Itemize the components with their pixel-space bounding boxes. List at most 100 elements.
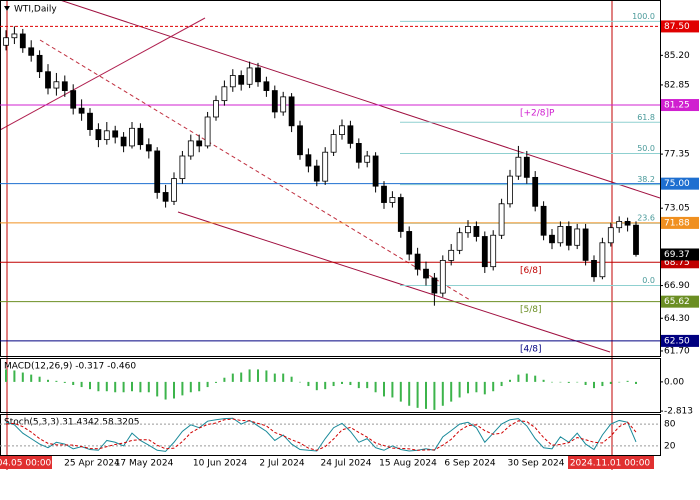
candle-body (481, 236, 488, 268)
candle-body (263, 81, 270, 91)
stoch-line (5, 417, 637, 452)
macd-bar (38, 376, 41, 382)
macd-bar (307, 381, 310, 387)
macd-bar (609, 381, 612, 384)
macd-bar (13, 370, 16, 382)
macd-bar (290, 376, 293, 382)
candle-body (53, 81, 60, 89)
macd-bar (231, 373, 234, 382)
candle-body (557, 226, 564, 244)
y-tick-label: -2.813 (664, 407, 693, 417)
macd-bar (198, 381, 201, 392)
macd-bar (30, 374, 33, 382)
x-tick-label: 6 Sep 2024 (444, 459, 496, 469)
macd-bar (282, 373, 285, 382)
macd-bar (131, 381, 133, 392)
candle-body (3, 37, 9, 46)
macd-bar (189, 381, 192, 393)
y-tick-label: 80 (664, 420, 676, 430)
candle-body (582, 228, 589, 261)
candle-body (439, 259, 446, 294)
candle-body (297, 125, 303, 156)
macd-bar (147, 381, 150, 393)
macd-bar (534, 375, 537, 382)
candle-body (61, 81, 68, 91)
macd-bar (80, 381, 83, 388)
candle-body (280, 96, 287, 113)
candle-body (498, 203, 505, 236)
macd-bar (181, 381, 184, 396)
candle-body (322, 151, 329, 182)
level-name: [5/8] (520, 305, 542, 315)
candle-body (532, 176, 539, 207)
candle-body (120, 136, 127, 147)
macd-bar (72, 381, 75, 385)
macd-bar (416, 381, 419, 408)
x-tick-label: 10 Jun 2024 (193, 459, 247, 469)
candle-body (255, 67, 261, 83)
candle-body (246, 67, 253, 85)
candle-body (229, 75, 236, 88)
macd-bar (324, 381, 327, 390)
candle-body (372, 155, 379, 187)
level-name: [4/8] (520, 344, 542, 354)
y-tick-label: 85.20 (664, 51, 690, 61)
macd-bar (492, 381, 495, 392)
macd-bar (357, 381, 360, 389)
macd-bar (21, 372, 24, 382)
candle-body (87, 112, 93, 130)
macd-bar (349, 381, 352, 385)
candle-body (591, 259, 597, 278)
macd-bar (114, 381, 117, 393)
candle-body (162, 192, 169, 202)
y-tick-label: 73.05 (664, 204, 690, 214)
x-tick-label: 04.05 00:00 (0, 459, 52, 469)
y-tick-label: 64.30 (664, 314, 690, 324)
macd-bar (139, 381, 142, 393)
level-name: [6/8] (520, 266, 542, 276)
macd-bar (441, 381, 444, 406)
candle-body (213, 100, 219, 118)
candle-body (431, 277, 438, 294)
channel-lower (177, 211, 611, 353)
x-tick-label: 25 Apr 2024 (64, 459, 120, 469)
y-tick-label: 20 (664, 441, 676, 451)
candle-body (414, 253, 421, 270)
x-label-bg (0, 456, 52, 469)
candle-body (423, 268, 429, 279)
candle-body (347, 125, 354, 144)
candle-body (624, 220, 631, 226)
macd-bar (408, 381, 411, 406)
candle-body (313, 165, 320, 182)
macd-frame (0, 358, 661, 413)
macd-bar (618, 381, 621, 383)
macd-bar (399, 381, 402, 402)
candle-body (238, 75, 245, 85)
y-tick-label: 82.85 (664, 80, 690, 90)
y-tick-label: 61.70 (664, 346, 690, 356)
candle-body (540, 205, 547, 236)
macd-bar (601, 381, 604, 387)
candle-body (523, 156, 530, 178)
macd-bar (248, 369, 251, 382)
title-icon (4, 6, 10, 11)
candle-body (339, 125, 345, 136)
macd-bar (206, 381, 209, 388)
macd-bar (458, 381, 461, 398)
price-label: 69.37 (664, 250, 690, 260)
macd-bar (97, 381, 100, 392)
macd-bar (315, 381, 318, 391)
macd-bar (47, 379, 49, 382)
candle-body (271, 90, 278, 113)
candle-body (456, 232, 463, 251)
macd-bar (567, 381, 570, 383)
candle-body (221, 86, 228, 102)
x-tick-label: 15 Aug 2024 (379, 459, 437, 469)
candle-body (19, 33, 26, 49)
level-label: 62.50 (664, 336, 690, 346)
level-label: 81.25 (664, 101, 690, 111)
macd-bar (509, 379, 511, 382)
level-label: 75.00 (664, 179, 690, 189)
macd-bar (483, 381, 486, 395)
